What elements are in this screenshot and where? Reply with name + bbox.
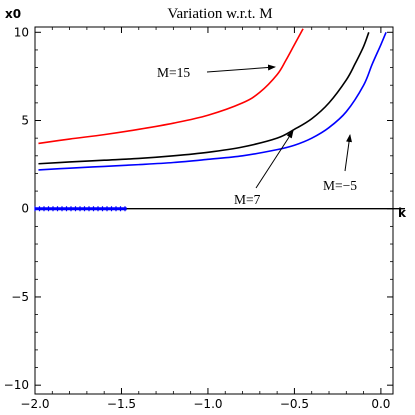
annotation-m-15-arrow xyxy=(206,64,276,73)
series-m-7-line xyxy=(38,32,370,165)
x-tick-label: −1.5 xyxy=(107,397,136,411)
x-tick-label: −0.5 xyxy=(280,397,309,411)
x-tick-label: −2.0 xyxy=(20,397,49,411)
annotation-m-7-arrow xyxy=(255,130,294,189)
x-tick-label: −1.0 xyxy=(193,397,222,411)
series-group xyxy=(38,28,387,171)
chart-title: Variation w.r.t. M xyxy=(167,6,272,22)
y-tick-label: −5 xyxy=(11,290,29,304)
x-tick-label: 0.0 xyxy=(371,397,390,411)
y-tick-label: −10 xyxy=(4,378,29,392)
y-axis-label: x0 xyxy=(5,7,21,21)
tick-marks: −2.0 −1.5 −1.0 −0.5 0.0 −10 −5 0 5 10 xyxy=(4,25,393,411)
y-tick-label: 0 xyxy=(21,202,29,216)
marker-group xyxy=(34,206,127,212)
annotation-m-15-label: M=15 xyxy=(157,65,190,80)
y-tick-label: 10 xyxy=(14,25,29,39)
annotation-m-7-label: M=7 xyxy=(234,192,261,207)
series-m-5-line xyxy=(38,31,387,171)
y-tick-label: 5 xyxy=(21,114,29,128)
series-m-15-line xyxy=(38,28,304,145)
annotation-m-5-arrow xyxy=(344,134,353,172)
x-axis-label: k xyxy=(398,206,407,220)
annotation-m-5-label: M=−5 xyxy=(323,178,357,193)
annotation-group: M=15 M=7 M=−5 xyxy=(157,64,357,207)
